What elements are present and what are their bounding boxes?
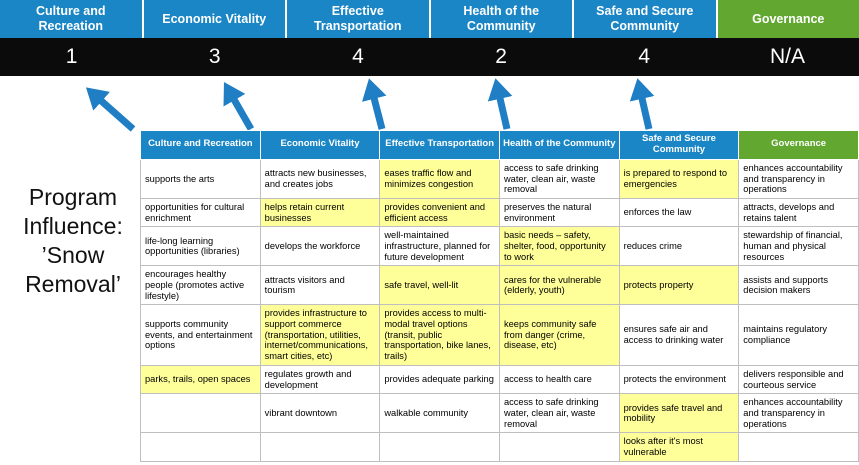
- score-value-4: 2: [495, 45, 507, 68]
- matrix-cell-r2-c3: provides convenient and efficient access: [379, 197, 500, 228]
- matrix-cell-r5-c2: provides infrastructure to support comme…: [259, 304, 381, 366]
- matrix-cell-r8-c2: [259, 432, 381, 462]
- matrix-cell-r7-c2: vibrant downtown: [259, 393, 381, 434]
- score-row: 1 3 4 2 4 N/A: [0, 38, 859, 76]
- matrix-cell-r8-c3: [379, 432, 500, 462]
- matrix-cell-r1-c3: eases traffic flow and minimizes congest…: [379, 158, 500, 199]
- matrix-cell-r1-c5: is prepared to respond to emergencies: [618, 158, 740, 199]
- matrix-cell-r1-c4: access to safe drinking water, clean air…: [498, 158, 620, 199]
- matrix-cell-r8-c4: [498, 432, 620, 462]
- matrix-row-7: vibrant downtown walkable community access…: [140, 393, 859, 434]
- matrix-col-header-5: Safe and Secure Community: [618, 130, 740, 160]
- matrix-cell-r2-c5: enforces the law: [618, 197, 740, 228]
- matrix-cell-r4-c3: safe travel, well-lit: [379, 265, 500, 306]
- matrix-cell-r7-c4: access to safe drinking water, clean air…: [498, 393, 620, 434]
- matrix-cell-r3-c6: stewardship of financial, human and phys…: [738, 226, 859, 267]
- score-value-3: 4: [352, 45, 364, 68]
- matrix-row-1: supports the arts attracts new businesses…: [140, 158, 859, 199]
- matrix-row-5: supports community events, and entertain…: [140, 304, 859, 366]
- arrow-icon-transportation: [362, 78, 387, 130]
- program-influence-label: Program Influence: ’Snow Removal’: [23, 184, 123, 297]
- matrix-col-header-4: Health of the Community: [498, 130, 620, 160]
- matrix-cell-r3-c4: basic needs – safety, shelter, food, opp…: [498, 226, 620, 267]
- matrix-cell-r5-c4: keeps community safe from danger (crime,…: [498, 304, 620, 366]
- matrix-cell-r8-c6: [738, 432, 859, 462]
- matrix-cell-r3-c5: reduces crime: [618, 226, 740, 267]
- matrix-cell-r4-c1: encourages healthy people (promotes acti…: [140, 265, 261, 306]
- matrix-cell-r7-c3: walkable community: [379, 393, 500, 434]
- matrix-col-header-6: Governance: [738, 130, 859, 160]
- matrix-cell-r3-c2: develops the workforce: [259, 226, 381, 267]
- category-header-1: Culture and Recreation: [0, 0, 144, 38]
- matrix-cell-r6-c5: protects the environment: [618, 364, 740, 395]
- arrow-icon-safe-secure: [629, 78, 655, 130]
- matrix-cell-r4-c6: assists and supports decision makers: [738, 265, 859, 306]
- matrix-cell-r2-c6: attracts, develops and retains talent: [738, 197, 859, 228]
- matrix-col-header-1: Culture and Recreation: [140, 130, 261, 160]
- matrix-cell-r4-c4: cares for the vulnerable (elderly, youth…: [498, 265, 620, 306]
- category-header-2: Economic Vitality: [143, 0, 287, 38]
- category-header-row: Culture and Recreation Economic Vitality E…: [0, 0, 859, 38]
- influence-matrix: Culture and Recreation Economic Vitality E…: [140, 130, 859, 462]
- category-header-5: Safe and Secure Community: [574, 0, 718, 38]
- category-header-3: Effective Transportation: [287, 0, 431, 38]
- category-header-6: Governance: [717, 0, 859, 38]
- arrow-icon-culture: [85, 87, 136, 132]
- matrix-cell-r7-c5: provides safe travel and mobility: [618, 393, 740, 434]
- matrix-header-row: Culture and Recreation Economic Vitality E…: [140, 130, 859, 160]
- arrow-icon-health: [487, 78, 513, 130]
- matrix-cell-r2-c1: opportunities for cultural enrichment: [140, 197, 261, 228]
- score-arrows-overlay: [85, 78, 655, 132]
- matrix-body: supports the arts attracts new businesses…: [140, 158, 859, 462]
- matrix-cell-r6-c6: delivers responsible and courteous servi…: [738, 364, 859, 395]
- matrix-cell-r6-c2: regulates growth and development: [259, 364, 381, 395]
- matrix-row-8: looks after it's most vulnerable: [140, 432, 859, 462]
- matrix-cell-r1-c2: attracts new businesses, and creates job…: [259, 158, 381, 199]
- score-value-6: N/A: [769, 45, 805, 68]
- matrix-cell-r3-c3: well-maintained infrastructure, planned …: [379, 226, 500, 267]
- matrix-col-header-2: Economic Vitality: [259, 130, 381, 160]
- matrix-cell-r2-c2: helps retain current businesses: [259, 197, 381, 228]
- score-value-1: 1: [65, 45, 78, 68]
- matrix-row-4: encourages healthy people (promotes acti…: [140, 265, 859, 306]
- matrix-cell-r6-c4: access to health care: [498, 364, 620, 395]
- matrix-row-3: life-long learning opportunities (librar…: [140, 226, 859, 267]
- score-value-5: 4: [638, 45, 651, 68]
- matrix-cell-r2-c4: preserves the natural environment: [498, 197, 620, 228]
- matrix-cell-r6-c3: provides adequate parking: [379, 364, 500, 395]
- matrix-cell-r4-c2: attracts visitors and tourism: [259, 265, 381, 306]
- matrix-cell-r4-c5: protects property: [618, 265, 740, 306]
- matrix-row-2: opportunities for cultural enrichment hel…: [140, 197, 859, 228]
- matrix-cell-r3-c1: life-long learning opportunities (librar…: [140, 226, 261, 267]
- matrix-col-header-3: Effective Transportation: [379, 130, 500, 160]
- matrix-cell-r1-c6: enhances accountability and transparency…: [738, 158, 859, 199]
- score-value-2: 3: [208, 45, 221, 68]
- arrow-icon-economic: [223, 82, 255, 131]
- matrix-cell-r5-c5: ensures safe air and access to drinking …: [618, 304, 740, 366]
- matrix-cell-r7-c1: [140, 393, 261, 434]
- matrix-cell-r8-c1: [140, 432, 261, 462]
- matrix-cell-r6-c1: parks, trails, open spaces: [140, 364, 261, 395]
- matrix-cell-r8-c5: looks after it's most vulnerable: [618, 432, 740, 462]
- category-header-4: Health of the Community: [430, 0, 574, 38]
- matrix-cell-r7-c6: enhances accountability and transparency…: [738, 393, 859, 434]
- matrix-cell-r5-c6: maintains regulatory compliance: [738, 304, 859, 366]
- matrix-cell-r1-c1: supports the arts: [140, 158, 261, 199]
- matrix-cell-r5-c3: provides access to multi-modal travel op…: [379, 304, 500, 366]
- matrix-row-6: parks, trails, open spaces regulates grow…: [140, 364, 859, 395]
- matrix-cell-r5-c1: supports community events, and entertain…: [140, 304, 261, 366]
